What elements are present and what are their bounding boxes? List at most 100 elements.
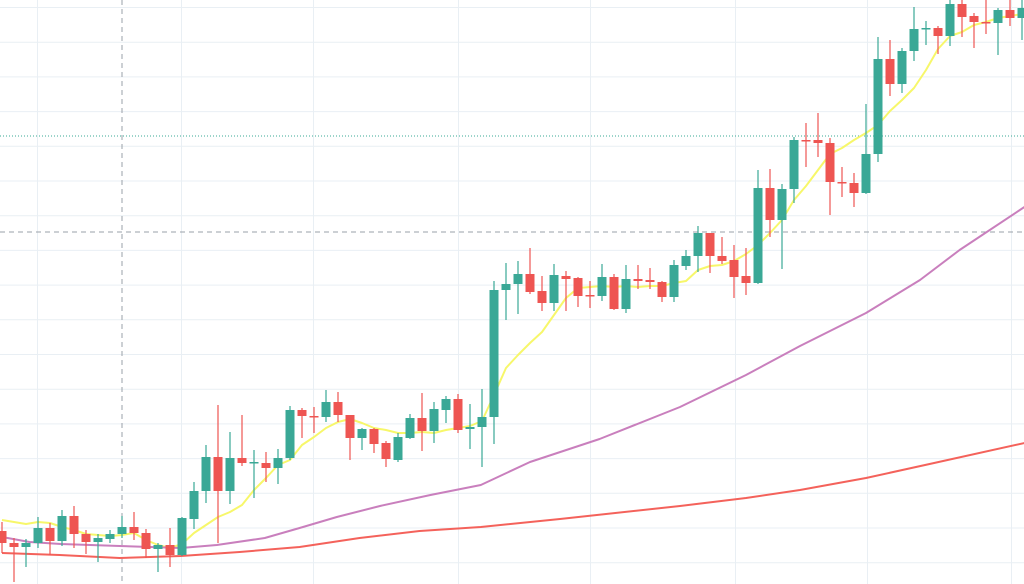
- candle-body: [753, 188, 763, 283]
- moving-average-line-2: [1, 206, 1024, 549]
- candle-down: [837, 167, 847, 197]
- candle-up: [921, 21, 931, 45]
- candle-body: [81, 534, 91, 542]
- candle-body: [945, 4, 955, 36]
- candle-body: [969, 16, 979, 22]
- candle-body: [261, 463, 271, 468]
- candle-body: [561, 276, 571, 279]
- candle-body: [525, 274, 535, 292]
- candle-body: [681, 256, 691, 266]
- candle-up: [861, 104, 871, 194]
- candle-up: [501, 263, 511, 320]
- candle-body: [537, 291, 547, 303]
- candle-down: [933, 26, 943, 54]
- candle-up: [201, 445, 211, 503]
- candle-up: [189, 482, 199, 529]
- candle-body: [417, 418, 427, 431]
- candle-body: [477, 417, 487, 427]
- candle-down: [0, 522, 7, 553]
- candle-up: [273, 449, 283, 484]
- candle-body: [801, 140, 811, 142]
- candle-up: [477, 389, 487, 467]
- candle-down: [633, 265, 643, 289]
- candle-down: [801, 123, 811, 167]
- candle-body: [1005, 10, 1015, 18]
- candle-body: [633, 279, 643, 281]
- candle-body: [273, 458, 283, 468]
- candle-down: [309, 407, 319, 433]
- candle-body: [225, 458, 235, 491]
- candle-down: [81, 530, 91, 554]
- candle-body: [93, 538, 103, 542]
- candle-body: [705, 233, 715, 256]
- candle-down: [657, 281, 667, 302]
- candle-up: [993, 8, 1003, 55]
- candle-body: [693, 233, 703, 256]
- candle-body: [849, 183, 859, 193]
- candle-body: [585, 295, 595, 297]
- candle-body: [393, 437, 403, 460]
- candle-body: [117, 527, 127, 534]
- candle-body: [873, 59, 883, 154]
- candle-down: [141, 529, 151, 558]
- candle-body: [669, 265, 679, 297]
- candle-up: [285, 406, 295, 460]
- candle-up: [945, 0, 955, 46]
- candle-up: [465, 404, 475, 449]
- candle-up: [513, 261, 523, 314]
- candle-up: [789, 137, 799, 203]
- candle-body: [69, 516, 79, 534]
- candle-body: [573, 278, 583, 296]
- candle-body: [141, 533, 151, 549]
- candle-body: [993, 10, 1003, 23]
- candle-body: [129, 527, 139, 533]
- candle-down: [969, 13, 979, 48]
- candle-down: [69, 506, 79, 548]
- candle-up: [777, 184, 787, 269]
- candle-up: [669, 260, 679, 302]
- candle-up: [549, 264, 559, 311]
- candle-body: [249, 462, 259, 464]
- candle-up: [621, 265, 631, 313]
- candle-down: [297, 408, 307, 438]
- candle-body: [285, 410, 295, 458]
- candle-body: [441, 399, 451, 410]
- candle-body: [165, 545, 175, 555]
- candle-down: [129, 512, 139, 540]
- candle-body: [621, 279, 631, 309]
- candle-body: [933, 28, 943, 36]
- candle-body: [213, 457, 223, 491]
- candle-body: [321, 402, 331, 417]
- candle-down: [237, 415, 247, 466]
- candle-up: [21, 539, 31, 567]
- candle-body: [309, 416, 319, 418]
- candle-up: [873, 37, 883, 162]
- candle-down: [369, 428, 379, 453]
- candle-body: [861, 154, 871, 193]
- candle-down: [561, 271, 571, 311]
- candle-body: [897, 51, 907, 84]
- candle-body: [909, 29, 919, 51]
- candle-body: [57, 516, 67, 541]
- moving-average-line-1: [1, 13, 1023, 549]
- candle-body: [189, 491, 199, 519]
- candle-down: [525, 248, 535, 294]
- candle-body: [105, 534, 115, 539]
- candle-body: [513, 274, 523, 284]
- candle-up: [153, 543, 163, 572]
- moving-average-line-3: [1, 442, 1024, 559]
- candle-body: [981, 22, 991, 24]
- candle-down: [453, 394, 463, 433]
- candle-up: [753, 170, 763, 284]
- candle-body: [33, 528, 43, 543]
- candle-body: [153, 545, 163, 549]
- candle-up: [441, 396, 451, 423]
- candle-body: [657, 282, 667, 297]
- candle-up: [393, 433, 403, 462]
- candle-up: [897, 48, 907, 93]
- candle-body: [837, 182, 847, 184]
- candle-body: [237, 458, 247, 463]
- candle-body: [1017, 8, 1024, 18]
- candle-body: [717, 256, 727, 261]
